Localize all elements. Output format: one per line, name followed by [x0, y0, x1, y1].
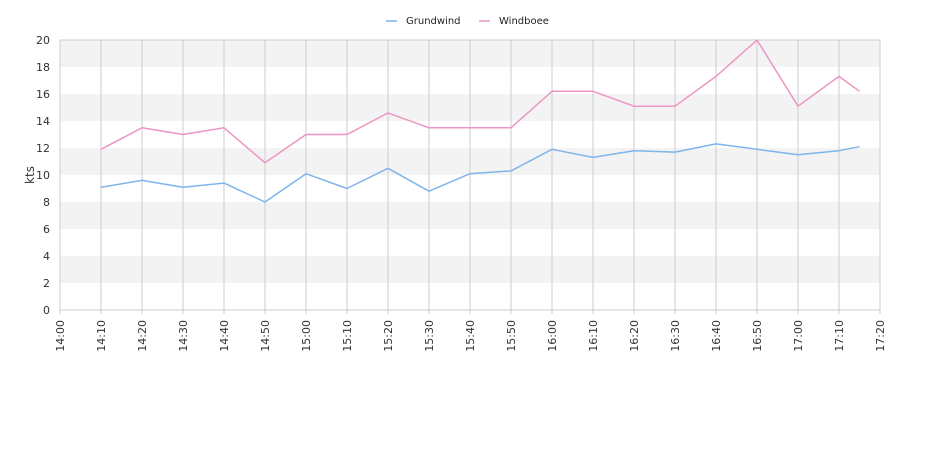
vertical-grid — [59, 40, 881, 310]
y-tick-label: 14 — [36, 115, 50, 128]
legend-item-grundwind[interactable]: Grundwind — [386, 16, 461, 27]
y-tick-label: 6 — [43, 223, 50, 236]
y-axis-ticks: 0 2 4 6 8 10 12 14 16 18 20 — [36, 34, 50, 317]
legend-label: Grundwind — [406, 16, 461, 27]
x-tick-label: 17:00 — [792, 320, 805, 352]
x-tick-label: 16:50 — [751, 320, 764, 352]
y-tick-label: 16 — [36, 88, 50, 101]
x-tick-label: 16:40 — [710, 320, 723, 352]
y-tick-label: 18 — [36, 61, 50, 74]
series-line-grundwind — [100, 143, 860, 203]
x-tick-label: 17:10 — [833, 320, 846, 352]
legend-item-windboee[interactable]: Windboee — [479, 16, 549, 27]
y-tick-label: 12 — [36, 142, 50, 155]
legend[interactable]: Grundwind Windboee — [386, 16, 549, 27]
x-tick-label: 14:50 — [259, 320, 272, 352]
x-tick-label: 14:40 — [218, 320, 231, 352]
x-tick-label: 15:00 — [300, 320, 313, 352]
x-tick-label: 14:30 — [177, 320, 190, 352]
y-tick-label: 0 — [43, 304, 50, 317]
x-axis-ticks: 14:00 14:10 14:20 14:30 14:40 14:50 15:00 15:10… — [54, 310, 887, 352]
x-tick-label: 14:00 — [54, 320, 67, 352]
x-tick-label: 15:10 — [341, 320, 354, 352]
y-axis-label: kts — [23, 166, 37, 184]
x-tick-label: 16:30 — [669, 320, 682, 352]
x-tick-label: 15:40 — [464, 320, 477, 352]
y-tick-label: 10 — [36, 169, 50, 182]
x-tick-label: 17:20 — [874, 320, 887, 352]
x-tick-label: 15:20 — [382, 320, 395, 352]
x-tick-label: 14:20 — [136, 320, 149, 352]
y-tick-label: 8 — [43, 196, 50, 209]
series-lines — [100, 39, 860, 203]
x-tick-label: 15:50 — [505, 320, 518, 352]
y-tick-label: 20 — [36, 34, 50, 47]
y-tick-label: 4 — [43, 250, 50, 263]
y-tick-label: 2 — [43, 277, 50, 290]
x-tick-label: 15:30 — [423, 320, 436, 352]
series-line-windboee — [100, 39, 860, 164]
x-tick-label: 16:20 — [628, 320, 641, 352]
x-tick-label: 14:10 — [95, 320, 108, 352]
x-tick-label: 16:00 — [546, 320, 559, 352]
legend-label: Windboee — [499, 16, 549, 27]
x-tick-label: 16:10 — [587, 320, 600, 352]
